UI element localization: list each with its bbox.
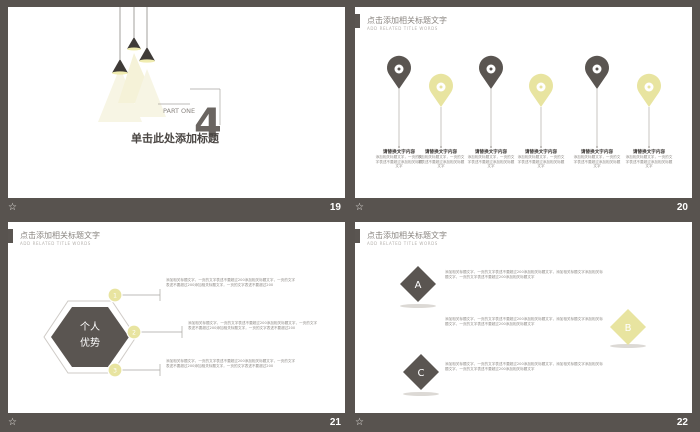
c-text: 添加相关标题文字，一页的文字表述不要超过200添加相关标题文字，添加相关标题文字… — [445, 362, 603, 372]
diamond-b — [610, 309, 646, 345]
slide-number: 19 — [329, 202, 341, 213]
item-circle — [107, 362, 123, 378]
item-text: 添加相关标题文字，一页的文字表述不要超过200添加相关标题文字，一页的文字表述不… — [166, 359, 296, 369]
slide-title: 点击添加相关标题文字 — [367, 16, 447, 25]
a-text: 添加相关标题文字，一页的文字表述不要超过200添加相关标题文字，添加相关标题文字… — [445, 270, 603, 280]
slide-transition-icon[interactable]: ☆ — [355, 417, 364, 428]
map-pin-icon — [387, 55, 411, 89]
slide-number: 21 — [329, 417, 341, 428]
pendant-lamp-icon — [127, 37, 141, 49]
diamond-label: C — [418, 368, 425, 379]
pin-stem-end — [490, 146, 492, 148]
slide-thumbnail-22[interactable]: 点击添加相关标题文字 ADD RELATED TITLE WORDS A B C… — [355, 222, 692, 413]
slide-subtitle: ADD RELATED TITLE WORDS — [367, 241, 438, 246]
pin-body: 添加相关标题文字，一页的文字表述不要超过添加相关标题文字 — [467, 155, 515, 169]
pin-stem-end — [398, 146, 400, 148]
pin-heading: 请替换文字内容 — [424, 150, 458, 155]
part-number: 4 — [194, 101, 222, 147]
advantages-diagram: 个人 优势 1 2 3 — [43, 287, 183, 378]
slide-transition-icon[interactable]: ☆ — [8, 202, 17, 213]
slide-number: 20 — [676, 202, 688, 213]
part-label: PART ONE — [163, 107, 195, 115]
item-text: 添加相关标题文字，一页的文字表述不要超过200添加相关标题文字，一页的文字表述不… — [166, 278, 296, 288]
slide-number: 22 — [676, 417, 688, 428]
slide-title: 单击此处添加标题 — [131, 131, 220, 145]
map-pin-icon — [637, 73, 661, 107]
pin-stem-end — [440, 146, 442, 148]
pin-heading: 请替换文字内容 — [474, 150, 508, 155]
slide-thumbnail-19[interactable]: 4 PART ONE 单击此处添加标题 — [8, 7, 345, 198]
slide-transition-icon[interactable]: ☆ — [355, 202, 364, 213]
diamond-label: A — [415, 280, 422, 291]
slide-thumbnail-21[interactable]: 点击添加相关标题文字 ADD RELATED TITLE WORDS 个人 优势… — [8, 222, 345, 413]
pendant-lamp-icon — [112, 59, 128, 73]
diamond-label: B — [625, 323, 632, 334]
pin-body: 添加相关标题文字，一页的文字表述不要超过添加相关标题文字 — [417, 155, 465, 169]
pin-stem-end — [648, 146, 650, 148]
slide-title: 点击添加相关标题文字 — [367, 231, 447, 240]
pin-stem-end — [540, 146, 542, 148]
hexagon-label-line1: 个人 — [80, 321, 100, 333]
pin-row — [387, 55, 661, 148]
pin-stem-end — [596, 146, 598, 148]
diamond-c — [403, 354, 439, 390]
item-number: 1 — [113, 293, 117, 300]
light-beam — [98, 67, 142, 122]
pin-heading: 请替换文字内容 — [632, 150, 666, 155]
slide-title: 点击添加相关标题文字 — [20, 231, 100, 240]
hexagon-label-line2: 优势 — [80, 336, 100, 349]
map-pin-icon — [479, 55, 503, 89]
pin-heading: 请替换文字内容 — [382, 150, 416, 155]
map-pin-icon — [429, 73, 453, 107]
title-tab — [355, 14, 360, 28]
title-tab — [355, 229, 360, 243]
map-pin-icon — [585, 55, 609, 89]
abc-diagram: A B C — [400, 266, 646, 396]
pin-body: 添加相关标题文字，一页的文字表述不要超过添加相关标题文字 — [375, 155, 423, 169]
pin-body: 添加相关标题文字，一页的文字表述不要超过添加相关标题文字 — [573, 155, 621, 169]
hexagon-shape — [51, 307, 129, 367]
slide19-canvas: 4 PART ONE 单击此处添加标题 — [98, 7, 222, 147]
item-circle — [126, 324, 142, 340]
pendant-lamp-icon — [139, 47, 155, 61]
pin-heading: 请替换文字内容 — [580, 150, 614, 155]
title-tab — [8, 229, 13, 243]
pin-body: 添加相关标题文字，一页的文字表述不要超过添加相关标题文字 — [625, 155, 673, 169]
b-text: 添加相关标题文字，一页的文字表述不要超过200添加相关标题文字，添加相关标题文字… — [445, 317, 603, 327]
item-number: 2 — [132, 330, 136, 337]
pin-body: 添加相关标题文字，一页的文字表述不要超过添加相关标题文字 — [517, 155, 565, 169]
slide-transition-icon[interactable]: ☆ — [8, 417, 17, 428]
light-beam — [130, 69, 166, 117]
item-text: 添加相关标题文字，一页的文字表述不要超过200添加相关标题文字，一页的文字表述不… — [188, 321, 318, 331]
slide-subtitle: ADD RELATED TITLE WORDS — [20, 241, 91, 246]
diamond-a — [400, 266, 436, 302]
slide-thumbnail-20[interactable]: 点击添加相关标题文字 ADD RELATED TITLE WORDS 请替换文字… — [355, 7, 692, 198]
item-number: 3 — [113, 368, 117, 375]
slide-subtitle: ADD RELATED TITLE WORDS — [367, 26, 438, 31]
map-pin-icon — [529, 73, 553, 107]
item-circle — [107, 287, 123, 303]
pin-heading: 请替换文字内容 — [524, 150, 558, 155]
